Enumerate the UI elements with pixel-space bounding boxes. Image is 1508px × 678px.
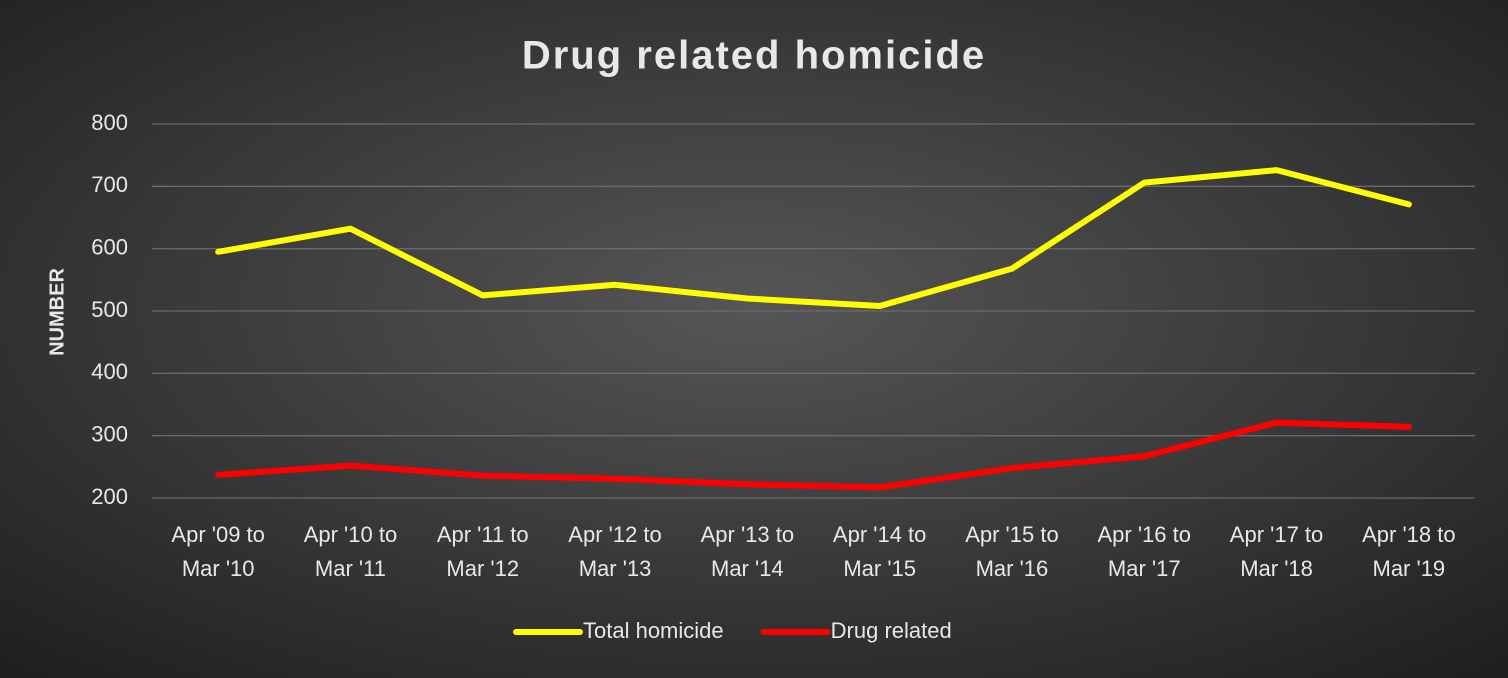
x-tick-label: Apr '10 to Mar '11 xyxy=(304,522,397,581)
y-tick-label: 200 xyxy=(91,484,128,509)
x-tick-label: Apr '14 to Mar '15 xyxy=(833,522,926,581)
x-tick-label: Apr '17 to Mar '18 xyxy=(1230,522,1323,581)
y-tick-label: 300 xyxy=(91,421,128,446)
x-tick-label: Apr '12 to Mar '13 xyxy=(568,522,661,581)
chart-title: Drug related homicide xyxy=(522,34,986,78)
y-tick-label: 500 xyxy=(91,297,128,322)
series-line xyxy=(215,419,1412,491)
series-line xyxy=(215,167,1412,309)
y-tick-label: 600 xyxy=(91,234,128,259)
legend-label: Total homicide xyxy=(583,618,724,643)
y-axis-label: NUMBER xyxy=(46,268,68,356)
x-tick-label: Apr '09 to Mar '10 xyxy=(171,522,264,581)
x-tick-label: Apr '18 to Mar '19 xyxy=(1362,522,1455,581)
legend-label: Drug related xyxy=(831,618,952,643)
x-tick-label: Apr '15 to Mar '16 xyxy=(965,522,1058,581)
y-tick-label: 700 xyxy=(91,172,128,197)
y-tick-label: 400 xyxy=(91,359,128,384)
x-tick-label: Apr '13 to Mar '14 xyxy=(701,522,794,581)
x-tick-label: Apr '16 to Mar '17 xyxy=(1098,522,1191,581)
x-tick-label: Apr '11 to Mar '12 xyxy=(437,522,529,581)
y-tick-label: 800 xyxy=(91,110,128,135)
